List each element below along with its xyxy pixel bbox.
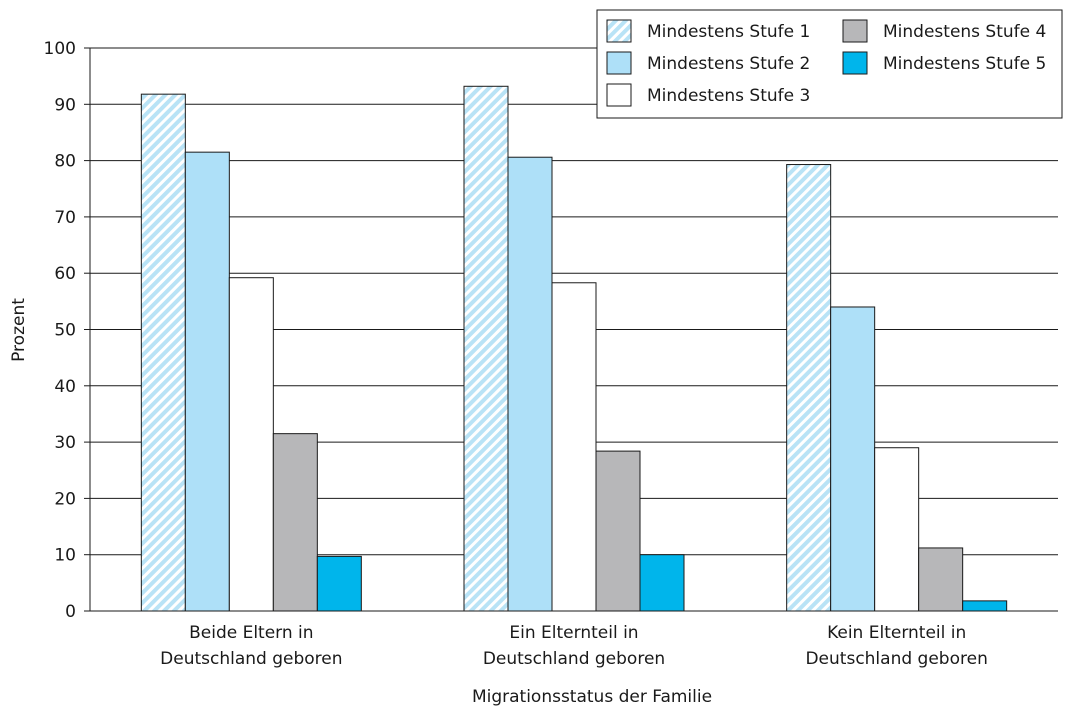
legend-label: Mindestens Stufe 3 bbox=[647, 86, 810, 106]
bar bbox=[918, 547, 964, 612]
bar bbox=[316, 555, 362, 612]
x-axis-label: Migrationsstatus der Familie bbox=[472, 687, 712, 707]
legend-swatch bbox=[606, 83, 632, 107]
legend-label: Mindestens Stufe 1 bbox=[647, 22, 810, 42]
bar bbox=[551, 282, 597, 612]
legend-swatch bbox=[842, 19, 868, 43]
bar bbox=[830, 306, 876, 612]
y-tick-label: 80 bbox=[54, 152, 76, 172]
y-tick-label: 20 bbox=[54, 489, 76, 509]
bar bbox=[786, 164, 832, 612]
y-tick-label: 100 bbox=[44, 39, 76, 59]
y-tick-label: 0 bbox=[65, 602, 76, 622]
legend-label: Mindestens Stufe 5 bbox=[883, 54, 1046, 74]
y-tick-label: 40 bbox=[54, 377, 76, 397]
x-tick-label: Kein Elternteil in bbox=[827, 623, 966, 643]
legend-label: Mindestens Stufe 2 bbox=[647, 54, 810, 74]
bars bbox=[140, 85, 1008, 612]
x-axis: Beide Eltern in Deutschland geboren Ein El… bbox=[160, 623, 988, 669]
bar bbox=[595, 450, 641, 612]
bar bbox=[228, 277, 274, 612]
legend: Mindestens Stufe 1 Mindestens Stufe 2 Mind… bbox=[596, 9, 1063, 119]
bar bbox=[507, 156, 553, 612]
legend-swatch bbox=[842, 51, 868, 75]
x-tick-label: Beide Eltern in bbox=[189, 623, 313, 643]
y-tick-label: 10 bbox=[54, 546, 76, 566]
bar bbox=[463, 85, 509, 612]
y-tick-label: 90 bbox=[54, 95, 76, 115]
y-tick-label: 50 bbox=[54, 321, 76, 341]
bar bbox=[639, 554, 685, 612]
x-tick-label: Deutschland geboren bbox=[160, 649, 342, 669]
bar bbox=[962, 600, 1008, 612]
y-axis-label: Prozent bbox=[9, 298, 29, 362]
y-axis: 0 10 20 30 40 50 60 70 80 90 100 bbox=[44, 39, 90, 622]
bar bbox=[140, 93, 186, 612]
legend-label: Mindestens Stufe 4 bbox=[883, 22, 1046, 42]
bar bbox=[272, 433, 318, 612]
bar bbox=[184, 151, 230, 612]
legend-swatch bbox=[606, 19, 632, 43]
bar bbox=[874, 447, 920, 612]
x-tick-label: Deutschland geboren bbox=[483, 649, 665, 669]
y-tick-label: 70 bbox=[54, 208, 76, 228]
y-tick-label: 30 bbox=[54, 433, 76, 453]
y-tick-label: 60 bbox=[54, 264, 76, 284]
legend-swatch bbox=[606, 51, 632, 75]
x-tick-label: Deutschland geboren bbox=[805, 649, 987, 669]
legend-box bbox=[596, 9, 1063, 119]
x-tick-label: Ein Elternteil in bbox=[509, 623, 638, 643]
